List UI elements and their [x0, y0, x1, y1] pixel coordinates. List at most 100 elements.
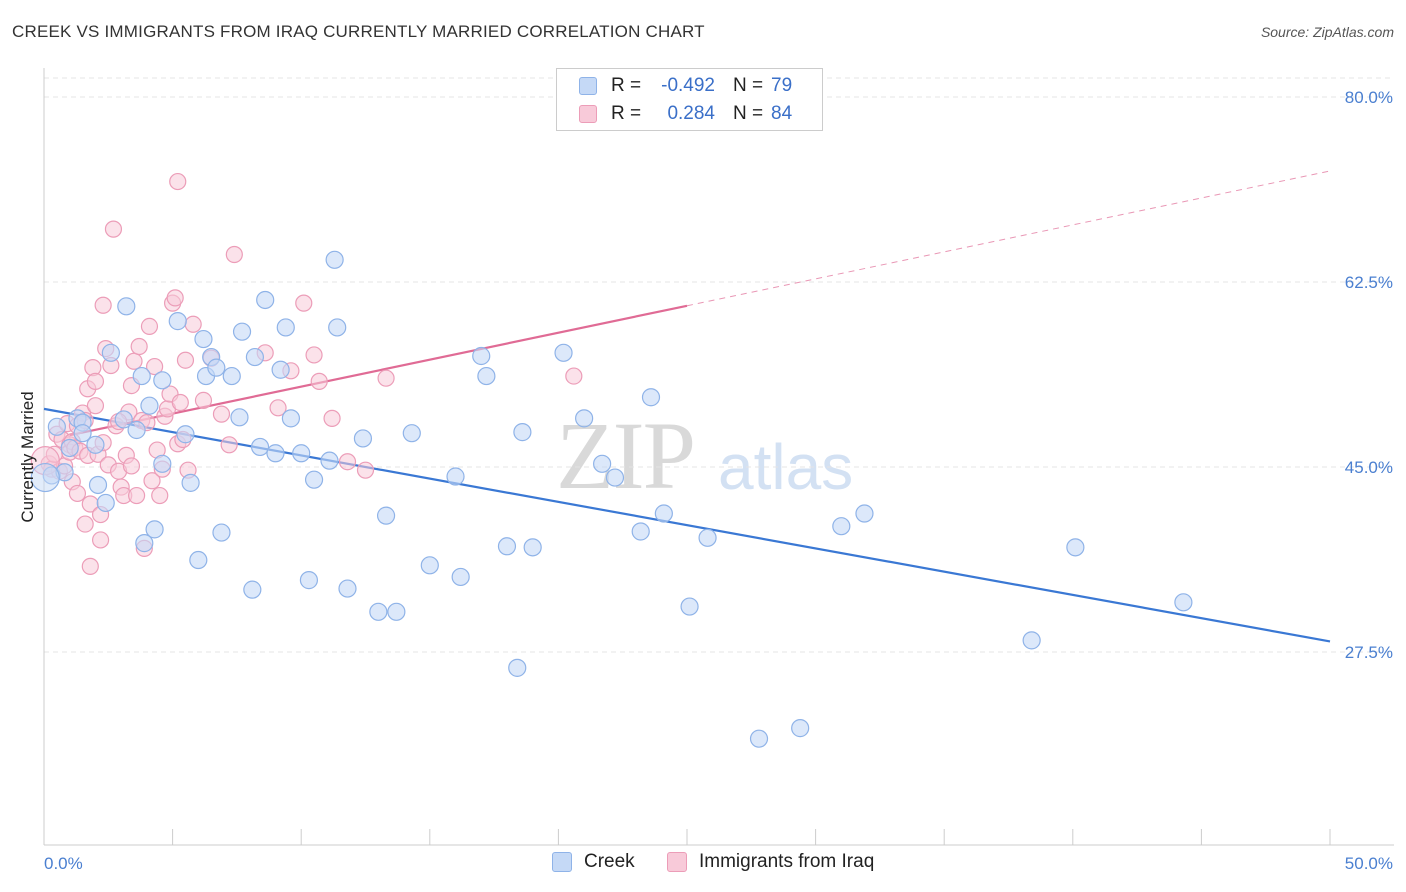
creek-point	[245, 347, 265, 367]
iraq-point	[295, 294, 313, 312]
iraq-point	[225, 245, 243, 264]
iraq-point	[86, 397, 105, 415]
creek-point	[86, 435, 105, 454]
creek-point	[250, 437, 270, 457]
creek-point-cluster	[30, 462, 60, 493]
creek-point	[117, 297, 136, 316]
creek-point	[212, 523, 231, 542]
iraq-point	[76, 515, 94, 533]
creek-point	[402, 424, 421, 443]
creek-point	[791, 719, 810, 738]
creek-point	[338, 579, 357, 598]
creek-point	[1022, 631, 1041, 650]
x-tick-label: 50.0%	[1345, 854, 1393, 873]
creek-point	[477, 366, 496, 386]
creek-point	[114, 410, 133, 429]
iraq-point	[130, 337, 148, 356]
trend-lines	[43, 170, 1331, 643]
iraq-point	[151, 486, 169, 505]
creek-point	[320, 451, 339, 470]
creek-point	[328, 318, 347, 337]
creek-point	[153, 454, 172, 473]
legend-creek-label: Creek	[584, 851, 635, 872]
iraq-point	[169, 172, 187, 191]
creek-point	[575, 409, 594, 428]
legend-r-label: R =	[611, 75, 642, 96]
iraq-point	[122, 457, 141, 475]
creek-point	[222, 366, 241, 386]
iraq-swatch	[667, 852, 687, 872]
legend-n-label: N =	[733, 75, 764, 96]
legend-item-creek: Creek	[552, 851, 635, 873]
creek-point	[140, 396, 159, 415]
creek-point	[605, 468, 625, 487]
creek-point	[266, 444, 285, 463]
creek-point	[698, 528, 717, 547]
axes	[43, 68, 1394, 846]
creek-point	[60, 438, 79, 458]
creek-point	[387, 602, 406, 621]
creek-point	[299, 571, 319, 590]
creek-point	[127, 420, 146, 440]
creek-point	[508, 658, 527, 677]
creek-point	[593, 454, 612, 473]
y-tick-label: 62.5%	[1345, 273, 1393, 292]
creek-point	[446, 467, 465, 486]
chart-title: CREEK VS IMMIGRANTS FROM IRAQ CURRENTLY …	[12, 22, 705, 41]
iraq-point	[310, 372, 328, 390]
creek-point	[420, 556, 439, 575]
iraq-point	[356, 461, 375, 479]
creek-point	[96, 493, 115, 513]
creek-point	[513, 423, 532, 442]
iraq-point	[220, 436, 238, 454]
legend-n-value: 84	[771, 103, 793, 124]
iraq-point	[338, 453, 357, 471]
creek-point	[271, 360, 290, 379]
creek-point	[369, 602, 388, 621]
iraq-point	[166, 289, 184, 307]
creek-point	[497, 537, 517, 556]
creek-point	[145, 520, 164, 539]
iraq-swatch	[579, 105, 597, 123]
creek-point	[101, 343, 120, 362]
iraq-point	[143, 472, 161, 490]
iraq-points	[30, 172, 583, 575]
legend-r-label: R =	[611, 103, 642, 124]
correlation-legend: R = -0.492 N = 79 R = 0.284 N = 84	[556, 68, 823, 131]
iraq-point	[171, 393, 189, 412]
legend-row-creek: R = -0.492 N = 79	[579, 73, 792, 99]
creek-point	[153, 371, 172, 390]
iraq-point	[305, 346, 323, 364]
creek-point	[194, 329, 213, 349]
series-legend: Creek Immigrants from Iraq	[0, 851, 1406, 877]
creek-point	[353, 429, 373, 448]
creek-point	[376, 506, 396, 525]
creek-point	[47, 417, 66, 436]
creek-point	[73, 424, 92, 443]
creek-point	[832, 517, 851, 536]
creek-point	[855, 504, 874, 523]
legend-r-value: 0.284	[667, 103, 715, 124]
creek-point	[1174, 593, 1193, 612]
creek-point	[181, 473, 200, 492]
iraq-point	[127, 486, 146, 505]
y-tick-label: 27.5%	[1345, 643, 1393, 662]
creek-point	[243, 580, 262, 599]
creek-points	[30, 250, 1193, 748]
creek-point	[749, 729, 769, 748]
creek-point	[232, 322, 252, 341]
iraq-point	[81, 557, 99, 575]
creek-point	[168, 312, 187, 331]
creek-point	[631, 522, 650, 541]
creek-point	[680, 597, 699, 616]
creek-point	[654, 504, 673, 523]
creek-point	[135, 534, 154, 553]
legend-item-iraq: Immigrants from Iraq	[667, 851, 874, 873]
creek-point	[523, 538, 542, 557]
iraq-point	[145, 357, 164, 376]
creek-swatch	[579, 77, 597, 95]
iraq-point	[91, 531, 110, 549]
creek-point	[230, 408, 249, 427]
creek-point	[472, 346, 491, 366]
